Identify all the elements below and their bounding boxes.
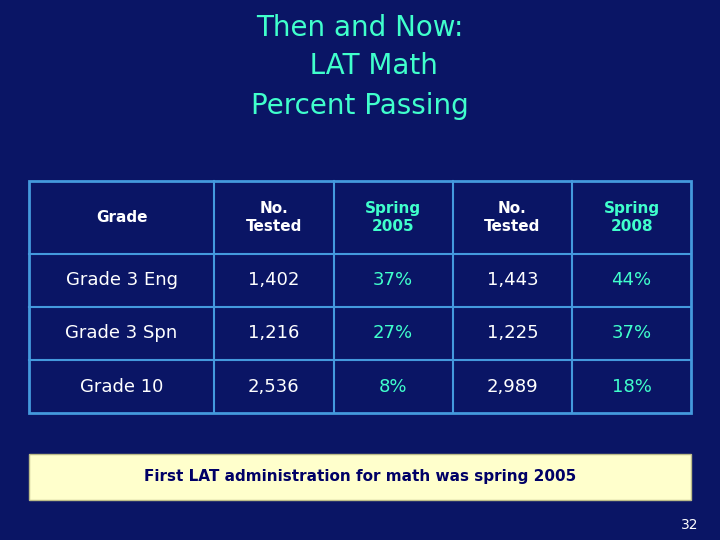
Text: 2,989: 2,989 (487, 377, 538, 395)
Text: Spring
2008: Spring 2008 (603, 201, 660, 233)
Text: 1,225: 1,225 (487, 325, 538, 342)
Text: 27%: 27% (373, 325, 413, 342)
Text: 8%: 8% (379, 377, 408, 395)
Text: 32: 32 (681, 518, 698, 532)
Text: 1,443: 1,443 (487, 271, 538, 289)
Text: Grade 10: Grade 10 (80, 377, 163, 395)
Text: 2,536: 2,536 (248, 377, 300, 395)
Text: 44%: 44% (611, 271, 652, 289)
Text: Spring
2005: Spring 2005 (365, 201, 421, 233)
Text: 18%: 18% (612, 377, 652, 395)
Text: 1,216: 1,216 (248, 325, 300, 342)
Text: No.
Tested: No. Tested (246, 201, 302, 233)
Text: First LAT administration for math was spring 2005: First LAT administration for math was sp… (144, 469, 576, 484)
Text: Grade: Grade (96, 210, 148, 225)
Text: Grade 3 Spn: Grade 3 Spn (66, 325, 178, 342)
Text: Grade 3 Eng: Grade 3 Eng (66, 271, 178, 289)
Bar (29, 181, 691, 413)
Bar (29, 454, 691, 500)
Text: 1,402: 1,402 (248, 271, 300, 289)
Text: 37%: 37% (611, 325, 652, 342)
Text: No.
Tested: No. Tested (484, 201, 541, 233)
Text: Then and Now:
   LAT Math
Percent Passing: Then and Now: LAT Math Percent Passing (251, 14, 469, 119)
Text: 37%: 37% (373, 271, 413, 289)
